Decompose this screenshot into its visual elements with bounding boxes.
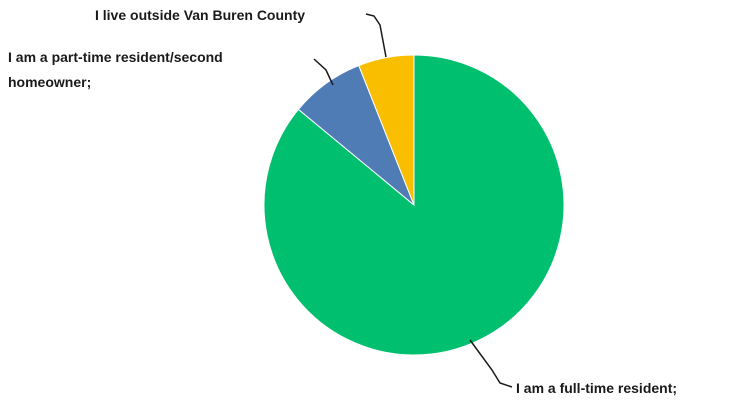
slices-layer: [263, 54, 565, 356]
slice-label-3-line-1: I live outside Van Buren County: [95, 7, 305, 23]
slice-label-2: I am a part-time resident/second homeowne…: [8, 49, 223, 90]
leader-line-1: [469, 339, 513, 388]
slice-label-1: I am a full-time resident;: [516, 380, 677, 396]
slice-label-3: I live outside Van Buren County: [95, 7, 305, 23]
slice-label-2-line-1: I am a part-time resident/second: [8, 49, 223, 65]
labels-layer: I am a full-time resident; I am a part-ti…: [8, 7, 677, 396]
leader-lines-layer: [313, 13, 513, 388]
pie-slice-1: [263, 54, 565, 356]
slice-label-1-line-1: I am a full-time resident;: [516, 380, 677, 396]
pie-slice-3: [358, 54, 415, 206]
leader-line-3: [365, 13, 387, 58]
leader-line-2: [313, 58, 334, 86]
slice-label-2-line-2: homeowner;: [8, 74, 91, 90]
